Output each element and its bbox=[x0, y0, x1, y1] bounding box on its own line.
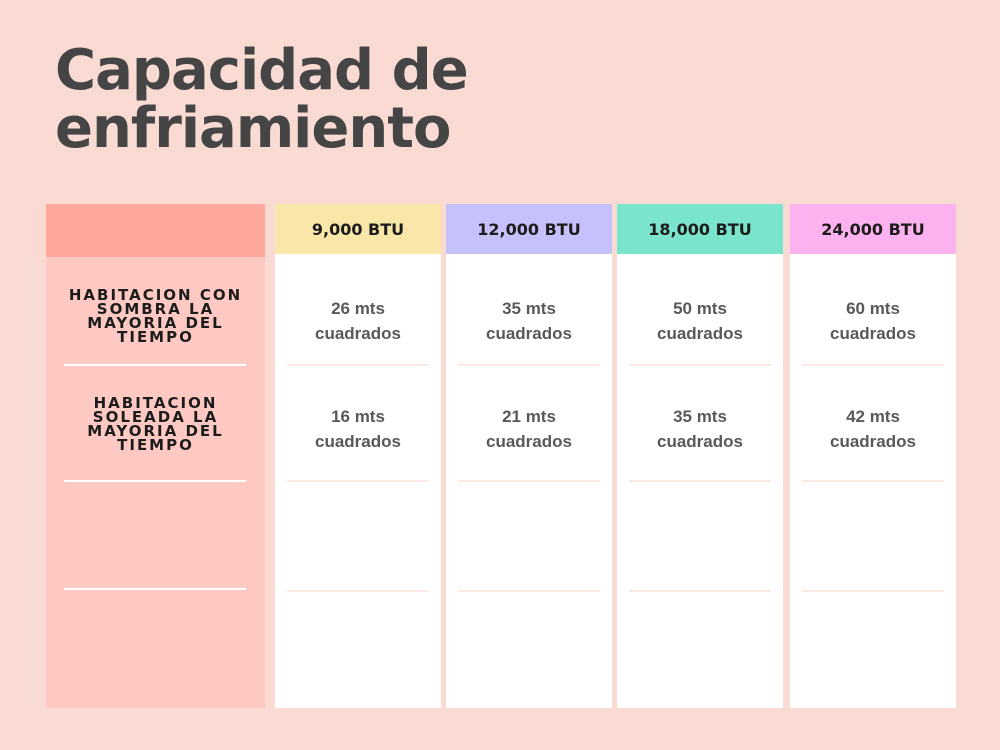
row-label-line: TIEMPO bbox=[46, 438, 265, 452]
capacity-cell: 21 mts cuadrados bbox=[446, 404, 612, 454]
row-divider bbox=[64, 588, 246, 590]
cell-value: 26 mts bbox=[275, 296, 441, 321]
column-9000-btu: 9,000 BTU 26 mts cuadrados 16 mts cuadra… bbox=[275, 204, 441, 708]
column-header: 12,000 BTU bbox=[446, 204, 612, 254]
cell-divider bbox=[802, 364, 944, 366]
cell-value: 50 mts bbox=[617, 296, 783, 321]
row-divider bbox=[64, 480, 246, 482]
cell-divider bbox=[802, 590, 944, 592]
page-title: Capacidad de enfriamiento bbox=[55, 42, 468, 158]
cell-value: 21 mts bbox=[446, 404, 612, 429]
cell-unit: cuadrados bbox=[617, 321, 783, 346]
column-12000-btu: 12,000 BTU 35 mts cuadrados 21 mts cuadr… bbox=[446, 204, 612, 708]
cell-value: 35 mts bbox=[446, 296, 612, 321]
cell-divider bbox=[802, 480, 944, 482]
cell-divider bbox=[629, 590, 771, 592]
column-header: 9,000 BTU bbox=[275, 204, 441, 254]
cell-value: 16 mts bbox=[275, 404, 441, 429]
cell-divider bbox=[629, 480, 771, 482]
cell-divider bbox=[458, 480, 600, 482]
cell-unit: cuadrados bbox=[275, 321, 441, 346]
cell-divider bbox=[287, 364, 429, 366]
cell-unit: cuadrados bbox=[446, 321, 612, 346]
capacity-cell: 60 mts cuadrados bbox=[790, 296, 956, 346]
row-label-column: HABITACION CON SOMBRA LA MAYORIA DEL TIE… bbox=[46, 204, 265, 708]
cell-unit: cuadrados bbox=[790, 321, 956, 346]
cell-divider bbox=[458, 590, 600, 592]
cell-unit: cuadrados bbox=[790, 429, 956, 454]
capacity-cell: 35 mts cuadrados bbox=[446, 296, 612, 346]
cell-divider bbox=[287, 480, 429, 482]
row-label-sunny: HABITACION SOLEADA LA MAYORIA DEL TIEMPO bbox=[46, 396, 265, 452]
title-line-1: Capacidad de bbox=[55, 38, 468, 103]
capacity-cell: 16 mts cuadrados bbox=[275, 404, 441, 454]
cell-unit: cuadrados bbox=[446, 429, 612, 454]
cell-divider bbox=[458, 364, 600, 366]
cell-unit: cuadrados bbox=[617, 429, 783, 454]
cell-value: 42 mts bbox=[790, 404, 956, 429]
column-18000-btu: 18,000 BTU 50 mts cuadrados 35 mts cuadr… bbox=[617, 204, 783, 708]
cell-unit: cuadrados bbox=[275, 429, 441, 454]
capacity-cell: 26 mts cuadrados bbox=[275, 296, 441, 346]
row-label-line: TIEMPO bbox=[46, 330, 265, 344]
column-24000-btu: 24,000 BTU 60 mts cuadrados 42 mts cuadr… bbox=[790, 204, 956, 708]
capacity-cell: 42 mts cuadrados bbox=[790, 404, 956, 454]
column-header: 18,000 BTU bbox=[617, 204, 783, 254]
capacity-cell: 50 mts cuadrados bbox=[617, 296, 783, 346]
cell-divider bbox=[287, 590, 429, 592]
row-divider bbox=[64, 364, 246, 366]
column-header: 24,000 BTU bbox=[790, 204, 956, 254]
label-column-header bbox=[46, 204, 265, 257]
capacity-cell: 35 mts cuadrados bbox=[617, 404, 783, 454]
cell-divider bbox=[629, 364, 771, 366]
title-line-2: enfriamiento bbox=[55, 96, 450, 161]
row-label-shaded: HABITACION CON SOMBRA LA MAYORIA DEL TIE… bbox=[46, 288, 265, 344]
cell-value: 60 mts bbox=[790, 296, 956, 321]
cell-value: 35 mts bbox=[617, 404, 783, 429]
